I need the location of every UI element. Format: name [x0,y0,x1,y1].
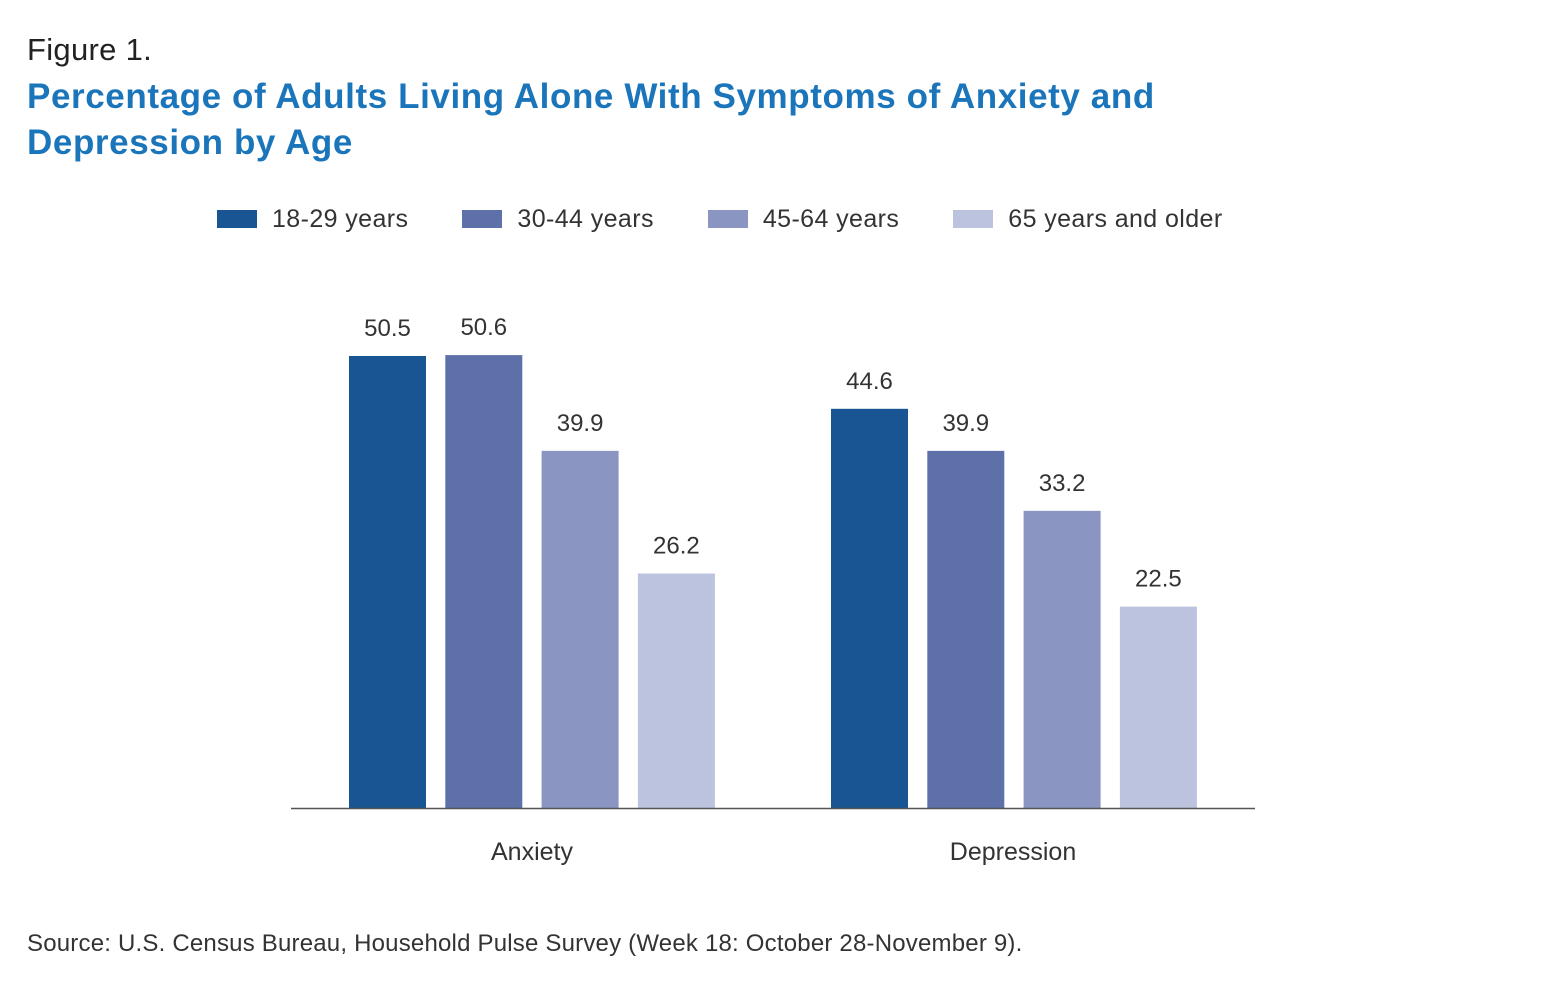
figure-label: Figure 1. [27,32,153,67]
legend-swatch [217,210,257,228]
legend-label: 18-29 years [272,204,409,233]
data-label: 26.2 [653,532,700,559]
bar-depression-series-3 [1119,606,1197,808]
data-label: 50.6 [460,314,507,341]
legend-label: 30-44 years [517,204,654,233]
bar-depression-series-1 [927,450,1005,808]
legend-swatch [953,210,994,228]
data-label: 39.9 [942,410,989,437]
bar-depression-series-2 [1023,510,1101,808]
data-label: 44.6 [846,368,893,395]
data-label: 33.2 [1039,470,1086,497]
chart-legend: 18-29 years 30-44 years 45-64 years 65 y… [217,202,1277,236]
category-label-anxiety: Anxiety [491,838,573,866]
legend-label: 45-64 years [762,204,900,233]
bar-anxiety-series-3 [637,573,715,808]
legend-swatch [462,210,503,228]
data-label: 39.9 [557,410,604,437]
bar-depression-series-0 [831,408,908,808]
legend-item-30-44: 30-44 years [462,205,653,234]
legend-swatch [707,210,748,228]
data-label: 50.5 [364,315,411,342]
bar-anxiety-series-0 [349,356,426,808]
bar-anxiety-series-1 [445,355,523,808]
legend-item-18-29: 18-29 years [217,205,408,234]
legend-item-45-64: 45-64 years [707,204,900,234]
legend-label: 65 years and older [1008,204,1223,233]
legend-item-65-plus: 65 years and older [953,205,1222,234]
source-note: Source: U.S. Census Bureau, Household Pu… [27,930,1023,957]
data-label: 22.5 [1135,566,1182,593]
chart-title: Percentage of Adults Living Alone With S… [27,77,1155,162]
bar-anxiety-series-2 [541,450,619,808]
category-label-depression: Depression [950,838,1076,866]
